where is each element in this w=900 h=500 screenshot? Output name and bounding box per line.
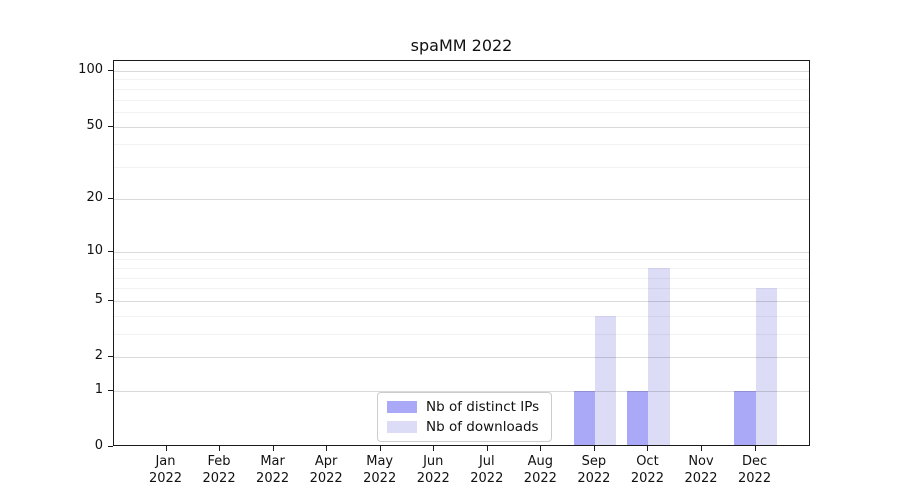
y-tick-label: 5: [94, 291, 103, 307]
grid-line-minor: [114, 99, 809, 101]
y-tick-mark: [108, 197, 113, 199]
grid-line-major: [114, 357, 809, 359]
grid-line-minor: [114, 111, 809, 113]
y-tick-label: 0: [94, 438, 103, 453]
x-tick-label: Jan 2022: [148, 454, 183, 486]
x-tick-label: Jun 2022: [416, 454, 450, 486]
x-tick-mark: [701, 446, 702, 451]
bar-distinct-ips: [627, 390, 649, 445]
bar-downloads: [755, 288, 777, 445]
y-tick-label: 20: [86, 189, 103, 205]
grid-line-major: [114, 198, 809, 200]
y-tick-label: 10: [86, 242, 103, 258]
x-tick-label: Dec 2022: [738, 454, 772, 486]
legend: Nb of distinct IPs Nb of downloads: [377, 392, 553, 442]
x-tick-label: Apr 2022: [309, 454, 343, 486]
x-tick-label: May 2022: [363, 454, 397, 486]
legend-swatch: [387, 421, 417, 433]
grid-line-minor: [114, 144, 809, 146]
y-tick-mark: [108, 69, 113, 71]
grid-line-minor: [114, 334, 809, 336]
grid-line-minor: [114, 288, 809, 290]
x-tick-mark: [593, 446, 595, 451]
grid-line-minor: [114, 79, 809, 81]
y-tick-label: 50: [86, 117, 103, 133]
grid-line-minor: [114, 267, 809, 269]
bar-downloads: [594, 315, 617, 445]
bar-distinct-ips: [573, 390, 595, 445]
x-tick-mark: [379, 446, 381, 451]
grid-line-major: [114, 70, 809, 72]
x-tick-mark: [165, 446, 167, 451]
x-tick-label: Nov 2022: [684, 454, 718, 486]
x-tick-mark: [486, 446, 488, 451]
grid-line-major: [114, 390, 809, 392]
y-tick-label: 100: [78, 61, 103, 77]
grid-line-minor: [114, 315, 809, 317]
x-tick-label: Oct 2022: [630, 454, 664, 486]
x-tick-label: Sep 2022: [577, 454, 611, 486]
x-tick-mark: [326, 446, 328, 451]
x-tick-mark: [219, 446, 221, 451]
legend-swatch: [387, 401, 417, 413]
plot-area: [113, 60, 810, 446]
bar-distinct-ips: [734, 390, 756, 445]
x-tick-mark: [647, 446, 649, 451]
legend-label: Nb of downloads: [426, 419, 539, 435]
x-tick-label: Jul 2022: [470, 454, 504, 486]
x-tick-label: Mar 2022: [256, 454, 290, 486]
x-tick-mark: [433, 446, 435, 451]
grid-line-major: [114, 300, 809, 302]
y-tick-mark: [108, 356, 113, 358]
legend-entry-distinct-ips: Nb of distinct IPs: [387, 399, 539, 415]
grid-line-minor: [114, 167, 809, 169]
x-tick-mark: [754, 446, 756, 451]
grid-line-minor: [114, 277, 809, 279]
x-tick-label: Feb 2022: [202, 454, 236, 486]
grid-line-minor: [114, 88, 809, 90]
grid-line-major: [114, 126, 809, 128]
legend-label: Nb of distinct IPs: [426, 399, 540, 415]
y-tick-mark: [108, 250, 113, 252]
bar-downloads: [648, 267, 670, 445]
y-tick-mark: [108, 389, 113, 391]
x-tick-mark: [272, 446, 274, 451]
x-tick-mark: [540, 446, 542, 451]
y-tick-mark: [108, 446, 113, 447]
grid-line-minor: [114, 259, 809, 261]
grid-line-major: [114, 251, 809, 253]
chart-title: spaMM 2022: [410, 36, 513, 55]
y-tick-mark: [108, 299, 113, 301]
y-tick-label: 2: [94, 348, 103, 364]
x-tick-label: Aug 2022: [523, 454, 557, 486]
y-tick-label: 1: [94, 381, 103, 397]
y-tick-mark: [108, 125, 113, 127]
legend-entry-downloads: Nb of downloads: [387, 419, 539, 435]
